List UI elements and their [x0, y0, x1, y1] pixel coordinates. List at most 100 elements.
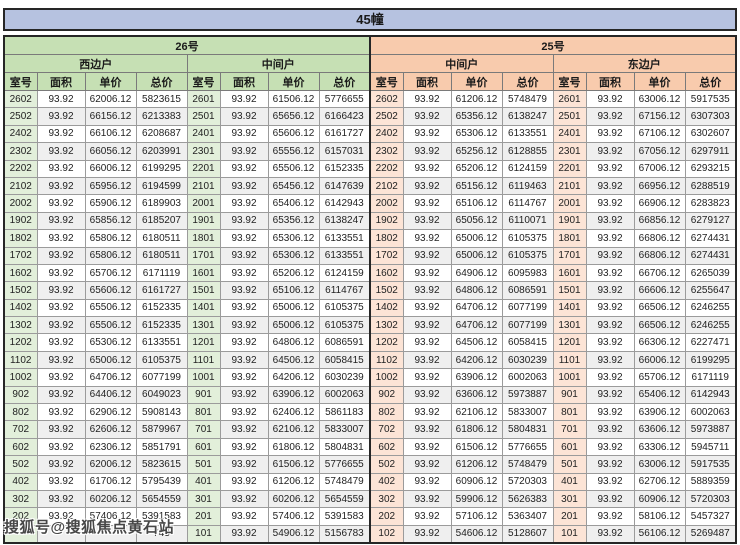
- room-cell: 1802: [3, 229, 38, 248]
- col-header-unit-price: 单价: [450, 72, 503, 91]
- unit-price-cell: 65506.12: [84, 298, 137, 318]
- room-cell: 201: [552, 507, 587, 526]
- room-cell: 1902: [369, 211, 404, 231]
- area-cell: 93.92: [402, 124, 452, 144]
- area-cell: 93.92: [585, 333, 635, 352]
- unit-type-row: 西边户 中间户 中间户 东边户: [3, 54, 737, 73]
- total-price-cell: 6138247: [318, 211, 371, 231]
- total-price-cell: 5128607: [501, 524, 554, 544]
- total-price-cell: 6283823: [684, 194, 737, 213]
- col-header-area: 面积: [36, 72, 86, 91]
- room-cell: 2502: [3, 107, 38, 126]
- area-cell: 93.92: [36, 142, 86, 161]
- room-cell: 1001: [552, 368, 587, 387]
- total-price-cell: 6246255: [684, 316, 737, 335]
- total-price-cell: 6152335: [135, 298, 188, 318]
- area-cell: 93.92: [219, 107, 269, 126]
- unit-price-cell: 65156.12: [450, 176, 503, 196]
- room-cell: 2302: [369, 142, 404, 161]
- area-cell: 93.92: [219, 350, 269, 370]
- total-price-cell: 6077199: [501, 316, 554, 335]
- total-price-cell: 5391583: [318, 507, 371, 526]
- area-cell: 93.92: [36, 89, 86, 109]
- unit-price-cell: 66806.12: [633, 246, 686, 265]
- unit-price-cell: 66956.12: [633, 176, 686, 196]
- unit-price-cell: 67056.12: [633, 142, 686, 161]
- col-header-room: 室号: [369, 72, 404, 91]
- total-price-cell: 6138247: [501, 107, 554, 126]
- unit-price-cell: 65506.12: [84, 316, 137, 335]
- total-price-cell: 6171119: [135, 263, 188, 283]
- unit-price-cell: 66856.12: [633, 211, 686, 231]
- col-header-total-price: 总价: [501, 72, 554, 91]
- total-price-cell: 5973887: [684, 420, 737, 439]
- area-cell: 93.92: [36, 194, 86, 213]
- room-cell: 302: [369, 489, 404, 509]
- table-row: 1502 93.92 65606.12 6161727 1501 93.92 65106.1…: [3, 281, 737, 300]
- area-cell: 93.92: [36, 316, 86, 335]
- room-cell: 2102: [369, 176, 404, 196]
- total-price-cell: 6185207: [135, 211, 188, 231]
- room-cell: 2002: [3, 194, 38, 213]
- table-header: 26号 25号 西边户 中间户 中间户 东边户 室号 面积 单价 总价 室号 面…: [3, 35, 737, 91]
- area-cell: 93.92: [402, 437, 452, 457]
- table-row: 402 93.92 61706.12 5795439 401 93.92 61206.12 5…: [3, 472, 737, 491]
- area-cell: 93.92: [36, 489, 86, 509]
- total-price-cell: 6049023: [135, 385, 188, 405]
- col-header-unit-price: 单价: [267, 72, 320, 91]
- area-cell: 93.92: [402, 281, 452, 300]
- area-cell: 93.92: [219, 298, 269, 318]
- total-price-cell: 5363407: [501, 507, 554, 526]
- room-cell: 1701: [552, 246, 587, 265]
- unit-price-cell: 61806.12: [450, 420, 503, 439]
- unit-price-cell: 65256.12: [450, 142, 503, 161]
- group-middle-unit-26: 中间户: [186, 54, 371, 73]
- total-price-cell: 5457327: [684, 507, 737, 526]
- unit-price-cell: 63606.12: [633, 420, 686, 439]
- total-price-cell: 6002063: [684, 403, 737, 422]
- room-cell: 501: [552, 455, 587, 474]
- room-cell: 1402: [3, 298, 38, 318]
- area-cell: 93.92: [402, 89, 452, 109]
- total-price-cell: 5776655: [318, 455, 371, 474]
- unit-price-cell: 62706.12: [633, 472, 686, 491]
- area-cell: 93.92: [219, 403, 269, 422]
- room-cell: 1702: [3, 246, 38, 265]
- area-cell: 93.92: [585, 124, 635, 144]
- total-price-cell: 5973887: [501, 385, 554, 405]
- area-cell: 93.92: [219, 420, 269, 439]
- room-cell: 1802: [369, 229, 404, 248]
- area-cell: 93.92: [219, 385, 269, 405]
- col-header-total-price: 总价: [318, 72, 371, 91]
- room-cell: 202: [3, 507, 38, 526]
- total-price-cell: 6095983: [501, 263, 554, 283]
- table-row: 743 101 93.92 54906.12 5156783 102 93.92 54606.…: [3, 524, 737, 544]
- total-price-cell: 6002063: [318, 385, 371, 405]
- unit-price-cell: 62006.12: [84, 455, 137, 474]
- unit-price-cell: 62306.12: [84, 437, 137, 457]
- total-price-cell: 6265039: [684, 263, 737, 283]
- area-cell: 93.92: [402, 194, 452, 213]
- watermark: 搜狐号@搜狐焦点黄石站: [4, 519, 175, 536]
- unit-price-cell: 65806.12: [84, 246, 137, 265]
- section-row: 26号 25号: [3, 35, 737, 55]
- unit-price-cell: 65606.12: [84, 281, 137, 300]
- room-cell: 1801: [186, 229, 221, 248]
- area-cell: 93.92: [36, 472, 86, 491]
- unit-price-cell: 65056.12: [450, 211, 503, 231]
- unit-price-cell: 61806.12: [267, 437, 320, 457]
- room-cell: 902: [369, 385, 404, 405]
- area-cell: 93.92: [36, 368, 86, 387]
- total-price-cell: 5776655: [318, 89, 371, 109]
- total-price-cell: 6128855: [501, 142, 554, 161]
- room-cell: 1602: [3, 263, 38, 283]
- unit-price-cell: 58106.12: [633, 507, 686, 526]
- unit-price-cell: 66006.12: [633, 350, 686, 370]
- unit-price-cell: 63006.12: [633, 89, 686, 109]
- unit-price-cell: 61706.12: [84, 472, 137, 491]
- unit-price-cell: 66706.12: [633, 263, 686, 283]
- total-price-cell: 6058415: [501, 333, 554, 352]
- unit-price-cell: 64406.12: [84, 385, 137, 405]
- area-cell: 93.92: [36, 124, 86, 144]
- room-cell: 2601: [552, 89, 587, 109]
